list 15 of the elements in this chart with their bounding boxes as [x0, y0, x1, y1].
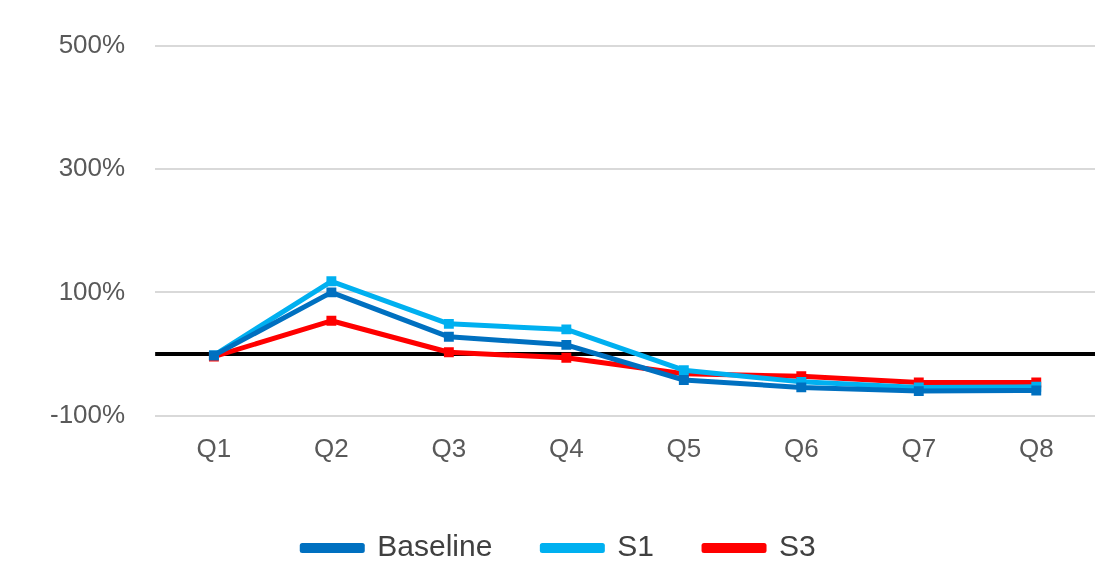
- x-tick-label: Q2: [314, 432, 349, 463]
- y-tick-label: 100%: [58, 275, 126, 306]
- x-tick-label: Q6: [783, 432, 819, 463]
- x-tick-label: Q1: [196, 432, 232, 463]
- y-tick-label: 300%: [58, 152, 126, 183]
- x-tick-label: Q3: [431, 432, 467, 463]
- legend-label: S1: [617, 529, 655, 563]
- x-tick-label: Q4: [548, 432, 584, 463]
- x-tick-label: Q5: [666, 432, 702, 463]
- x-tick-label: Q8: [1018, 432, 1054, 463]
- x-tick-label: Q7: [901, 432, 937, 463]
- legend-label: Baseline: [377, 529, 493, 563]
- y-tick-label: -100%: [50, 398, 126, 429]
- legend-label: S3: [779, 529, 816, 563]
- y-tick-label: 500%: [58, 28, 126, 59]
